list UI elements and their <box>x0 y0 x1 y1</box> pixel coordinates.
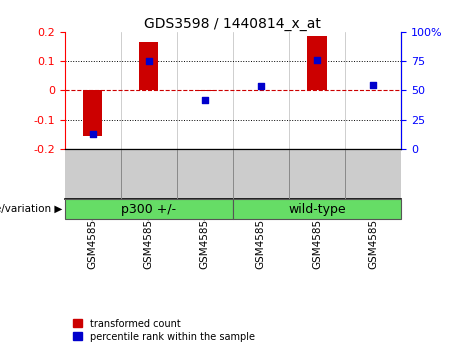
Text: wild-type: wild-type <box>288 203 346 216</box>
Bar <box>65 199 233 219</box>
Legend: transformed count, percentile rank within the sample: transformed count, percentile rank withi… <box>70 315 259 346</box>
Point <box>201 97 208 103</box>
Point <box>89 131 96 137</box>
Bar <box>307 36 327 91</box>
Point <box>313 57 321 63</box>
Point <box>369 82 377 87</box>
Bar <box>233 199 401 219</box>
Bar <box>83 91 102 136</box>
Bar <box>251 90 271 91</box>
Bar <box>363 90 383 91</box>
Bar <box>139 42 159 91</box>
Point <box>145 58 152 64</box>
Point <box>257 83 265 88</box>
Text: p300 +/-: p300 +/- <box>121 203 176 216</box>
Title: GDS3598 / 1440814_x_at: GDS3598 / 1440814_x_at <box>144 17 321 31</box>
Text: genotype/variation ▶: genotype/variation ▶ <box>0 204 63 215</box>
